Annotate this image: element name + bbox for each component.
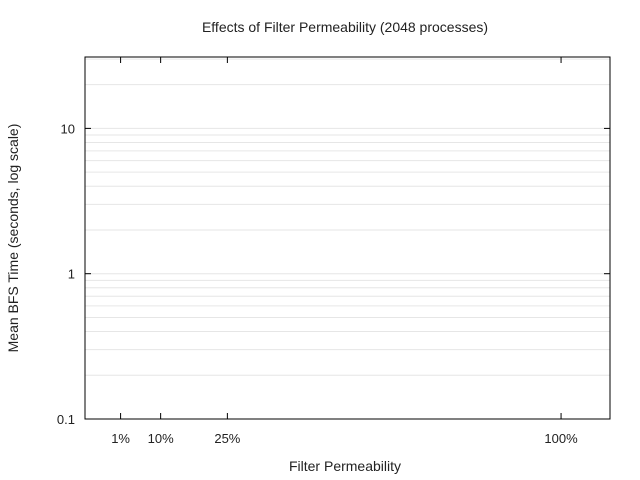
y-axis-label: Mean BFS Time (seconds, log scale) bbox=[5, 124, 21, 353]
x-axis-label: Filter Permeability bbox=[289, 458, 401, 474]
chart-title: Effects of Filter Permeability (2048 pro… bbox=[202, 19, 488, 35]
y-tick-label: 10 bbox=[61, 121, 75, 136]
plot-frame bbox=[84, 56, 611, 420]
y-tick-label: 0.1 bbox=[57, 412, 75, 427]
x-tick-label: 25% bbox=[214, 431, 240, 446]
y-tick-label: 1 bbox=[68, 267, 75, 282]
grid-lines bbox=[85, 58, 610, 376]
x-tick-label: 10% bbox=[148, 431, 174, 446]
axis-ticks: 0.1 1 10 1% 10% 25% 100% bbox=[57, 57, 610, 446]
x-tick-label: 100% bbox=[544, 431, 578, 446]
x-tick-label: 1% bbox=[111, 431, 130, 446]
